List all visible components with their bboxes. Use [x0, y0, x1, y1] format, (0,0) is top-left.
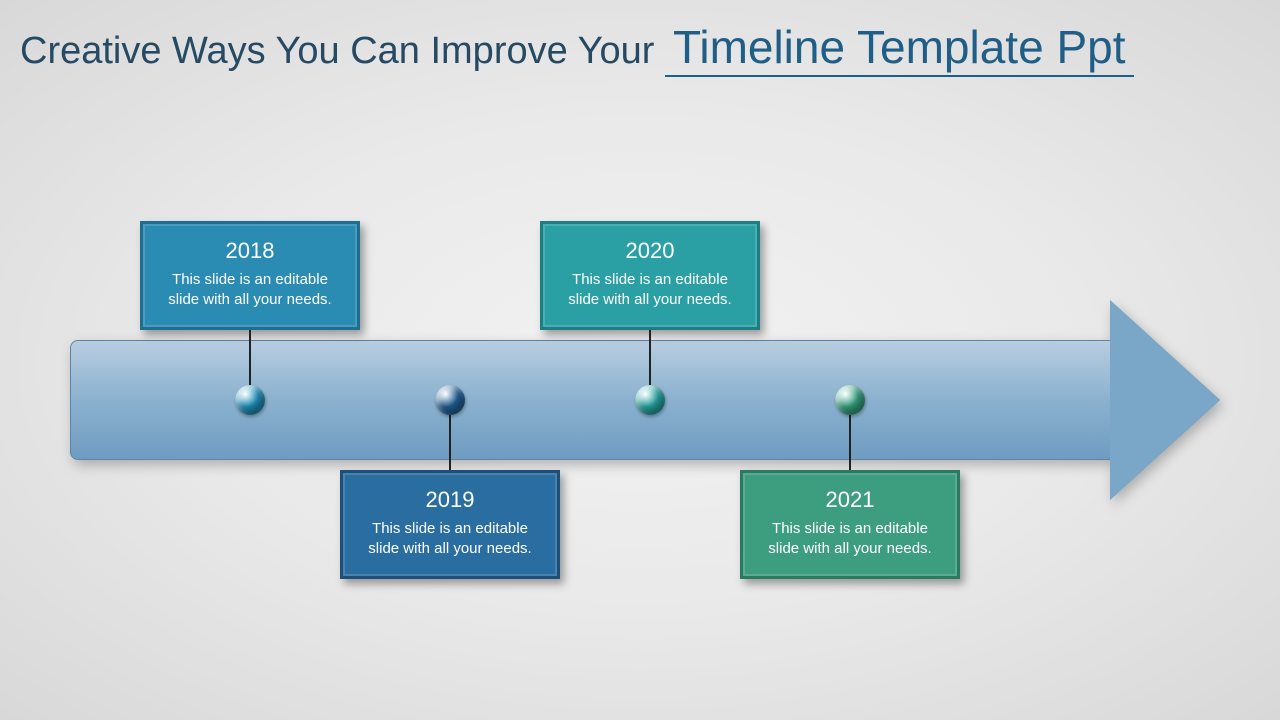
timeline-arrow-body — [70, 340, 1110, 460]
milestone-dot — [835, 385, 865, 415]
milestone-year: 2021 — [755, 487, 945, 513]
milestone-dot — [435, 385, 465, 415]
milestone-card: 2019 This slide is an editable slide with… — [340, 470, 560, 579]
milestone-card: 2020 This slide is an editable slide with… — [540, 221, 760, 330]
milestone-desc: This slide is an editable slide with all… — [355, 519, 545, 560]
milestone-card: 2021 This slide is an editable slide with… — [740, 470, 960, 579]
milestone-desc: This slide is an editable slide with all… — [755, 519, 945, 560]
milestone-year: 2018 — [155, 238, 345, 264]
milestone-year: 2019 — [355, 487, 545, 513]
slide-title: Creative Ways You Can Improve Your Timel… — [20, 20, 1260, 74]
milestone-2021: 2021 This slide is an editable slide with… — [740, 470, 960, 579]
title-lead: Creative Ways You Can Improve Your — [20, 30, 665, 72]
milestone-dot — [235, 385, 265, 415]
title-accent: Timeline Template Ppt — [665, 21, 1134, 77]
milestone-2020: 2020 This slide is an editable slide with… — [540, 221, 760, 330]
milestone-desc: This slide is an editable slide with all… — [155, 270, 345, 311]
milestone-2018: 2018 This slide is an editable slide with… — [140, 221, 360, 330]
milestone-card: 2018 This slide is an editable slide with… — [140, 221, 360, 330]
milestone-2019: 2019 This slide is an editable slide with… — [340, 470, 560, 579]
milestone-desc: This slide is an editable slide with all… — [555, 270, 745, 311]
milestone-dot — [635, 385, 665, 415]
timeline-arrow-head — [1110, 300, 1220, 500]
milestone-year: 2020 — [555, 238, 745, 264]
